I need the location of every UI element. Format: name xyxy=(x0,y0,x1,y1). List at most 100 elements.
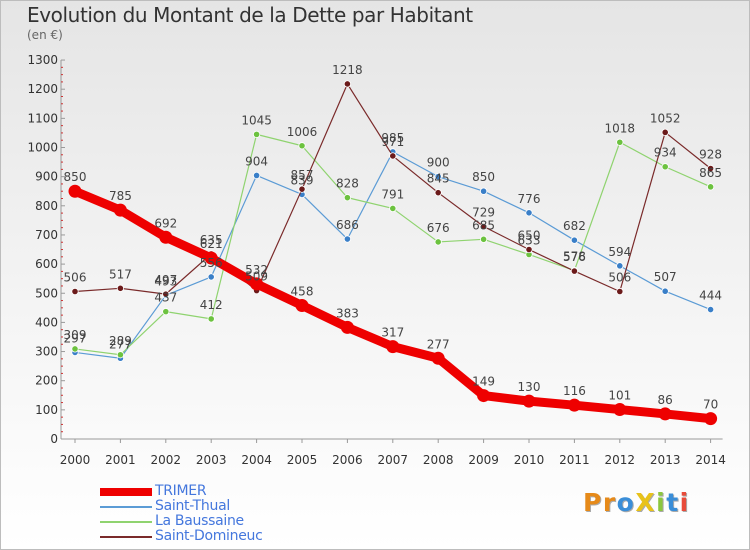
data-label: 493 xyxy=(154,274,177,288)
legend-swatch xyxy=(100,506,152,508)
data-label: 865 xyxy=(699,166,722,180)
data-label: 633 xyxy=(518,233,541,247)
data-point xyxy=(343,235,351,243)
data-label: 729 xyxy=(472,205,495,219)
data-point xyxy=(386,340,400,354)
data-label: 576 xyxy=(563,250,586,264)
logo-letter: X xyxy=(635,488,657,517)
data-label: 621 xyxy=(200,237,223,251)
x-tick-label: 2001 xyxy=(105,453,136,467)
data-label: 839 xyxy=(291,173,314,187)
legend-label: Saint-Domineuc xyxy=(155,528,263,544)
data-point xyxy=(71,345,79,353)
data-point xyxy=(162,290,170,298)
data-point xyxy=(479,187,488,195)
data-label: 578 xyxy=(563,250,586,264)
data-label: 289 xyxy=(109,334,132,348)
data-point xyxy=(661,287,669,295)
data-point xyxy=(431,351,445,365)
data-point xyxy=(706,305,715,314)
data-label: 1006 xyxy=(287,125,318,139)
x-tick-label: 2010 xyxy=(514,453,545,467)
legend-item: Saint-Thual xyxy=(100,498,360,514)
data-label: 971 xyxy=(381,135,404,149)
data-label: 437 xyxy=(154,291,177,305)
data-point xyxy=(343,80,351,88)
data-point xyxy=(113,203,127,217)
data-label: 444 xyxy=(699,289,722,303)
data-point xyxy=(298,185,306,193)
legend-item: La Baussaine xyxy=(100,513,360,529)
chart-title: Evolution du Montant de la Dette par Hab… xyxy=(27,3,473,27)
y-tick-label: 0 xyxy=(50,432,58,446)
data-label: 650 xyxy=(518,229,541,243)
data-label: 685 xyxy=(472,218,495,232)
x-tick-label: 2013 xyxy=(650,453,681,467)
data-label: 676 xyxy=(427,221,450,235)
data-point xyxy=(613,403,627,417)
legend-item: TRIMER xyxy=(100,483,360,499)
data-label: 845 xyxy=(427,172,450,186)
data-label: 934 xyxy=(654,146,677,160)
x-tick-label: 2003 xyxy=(196,453,227,467)
data-point xyxy=(479,235,488,243)
data-point xyxy=(295,298,309,312)
logo-letter: t xyxy=(666,488,680,517)
data-label: 692 xyxy=(154,216,177,230)
x-tick-label: 2007 xyxy=(378,453,409,467)
x-tick-label: 2005 xyxy=(287,453,318,467)
data-point xyxy=(570,236,579,244)
data-point xyxy=(525,209,533,217)
legend-swatch xyxy=(100,488,152,496)
data-label: 309 xyxy=(64,328,87,342)
x-tick-label: 2006 xyxy=(332,453,363,467)
y-tick-label: 800 xyxy=(35,199,58,213)
data-point xyxy=(343,194,351,202)
data-point xyxy=(477,389,491,403)
data-label: 458 xyxy=(291,284,314,298)
proxiti-logo: ProXiti xyxy=(583,488,690,517)
data-label: 682 xyxy=(563,219,586,233)
data-label: 297 xyxy=(64,331,87,345)
data-point xyxy=(570,267,579,275)
data-point xyxy=(116,284,125,292)
data-point xyxy=(567,398,581,412)
data-point xyxy=(159,230,173,244)
y-tick-label: 1100 xyxy=(27,111,58,125)
data-label: 532 xyxy=(245,263,268,277)
y-tick-label: 400 xyxy=(35,315,58,329)
data-point xyxy=(706,164,715,173)
data-point xyxy=(522,394,536,408)
data-label: 904 xyxy=(245,154,268,168)
data-point xyxy=(389,204,397,213)
data-label: 277 xyxy=(109,337,132,351)
logo-letter: i xyxy=(656,488,667,517)
data-label: 130 xyxy=(518,380,541,394)
data-label: 509 xyxy=(245,270,268,284)
data-label: 776 xyxy=(518,192,541,206)
data-label: 517 xyxy=(109,267,132,281)
data-label: 985 xyxy=(381,131,404,145)
data-label: 850 xyxy=(472,170,495,184)
y-tick-label: 600 xyxy=(35,257,58,271)
data-point xyxy=(661,163,669,171)
data-point xyxy=(250,277,264,291)
data-point xyxy=(525,245,533,254)
data-label: 686 xyxy=(336,218,359,232)
data-label: 412 xyxy=(200,298,223,312)
data-label: 594 xyxy=(608,245,631,259)
y-tick-label: 1200 xyxy=(27,82,58,96)
x-tick-label: 2000 xyxy=(60,453,91,467)
data-point xyxy=(658,407,672,421)
data-label: 507 xyxy=(654,270,677,284)
data-label: 277 xyxy=(427,337,450,351)
data-point xyxy=(253,130,261,138)
logo-letter: r xyxy=(602,488,617,517)
legend: TRIMER Saint-Thual La Baussaine Saint-Domin… xyxy=(100,483,360,544)
legend-item: Saint-Domineuc xyxy=(100,528,360,544)
logo-letter: i xyxy=(679,488,690,517)
y-tick-label: 1000 xyxy=(27,141,58,155)
data-point xyxy=(389,152,397,160)
data-label: 70 xyxy=(703,398,718,412)
